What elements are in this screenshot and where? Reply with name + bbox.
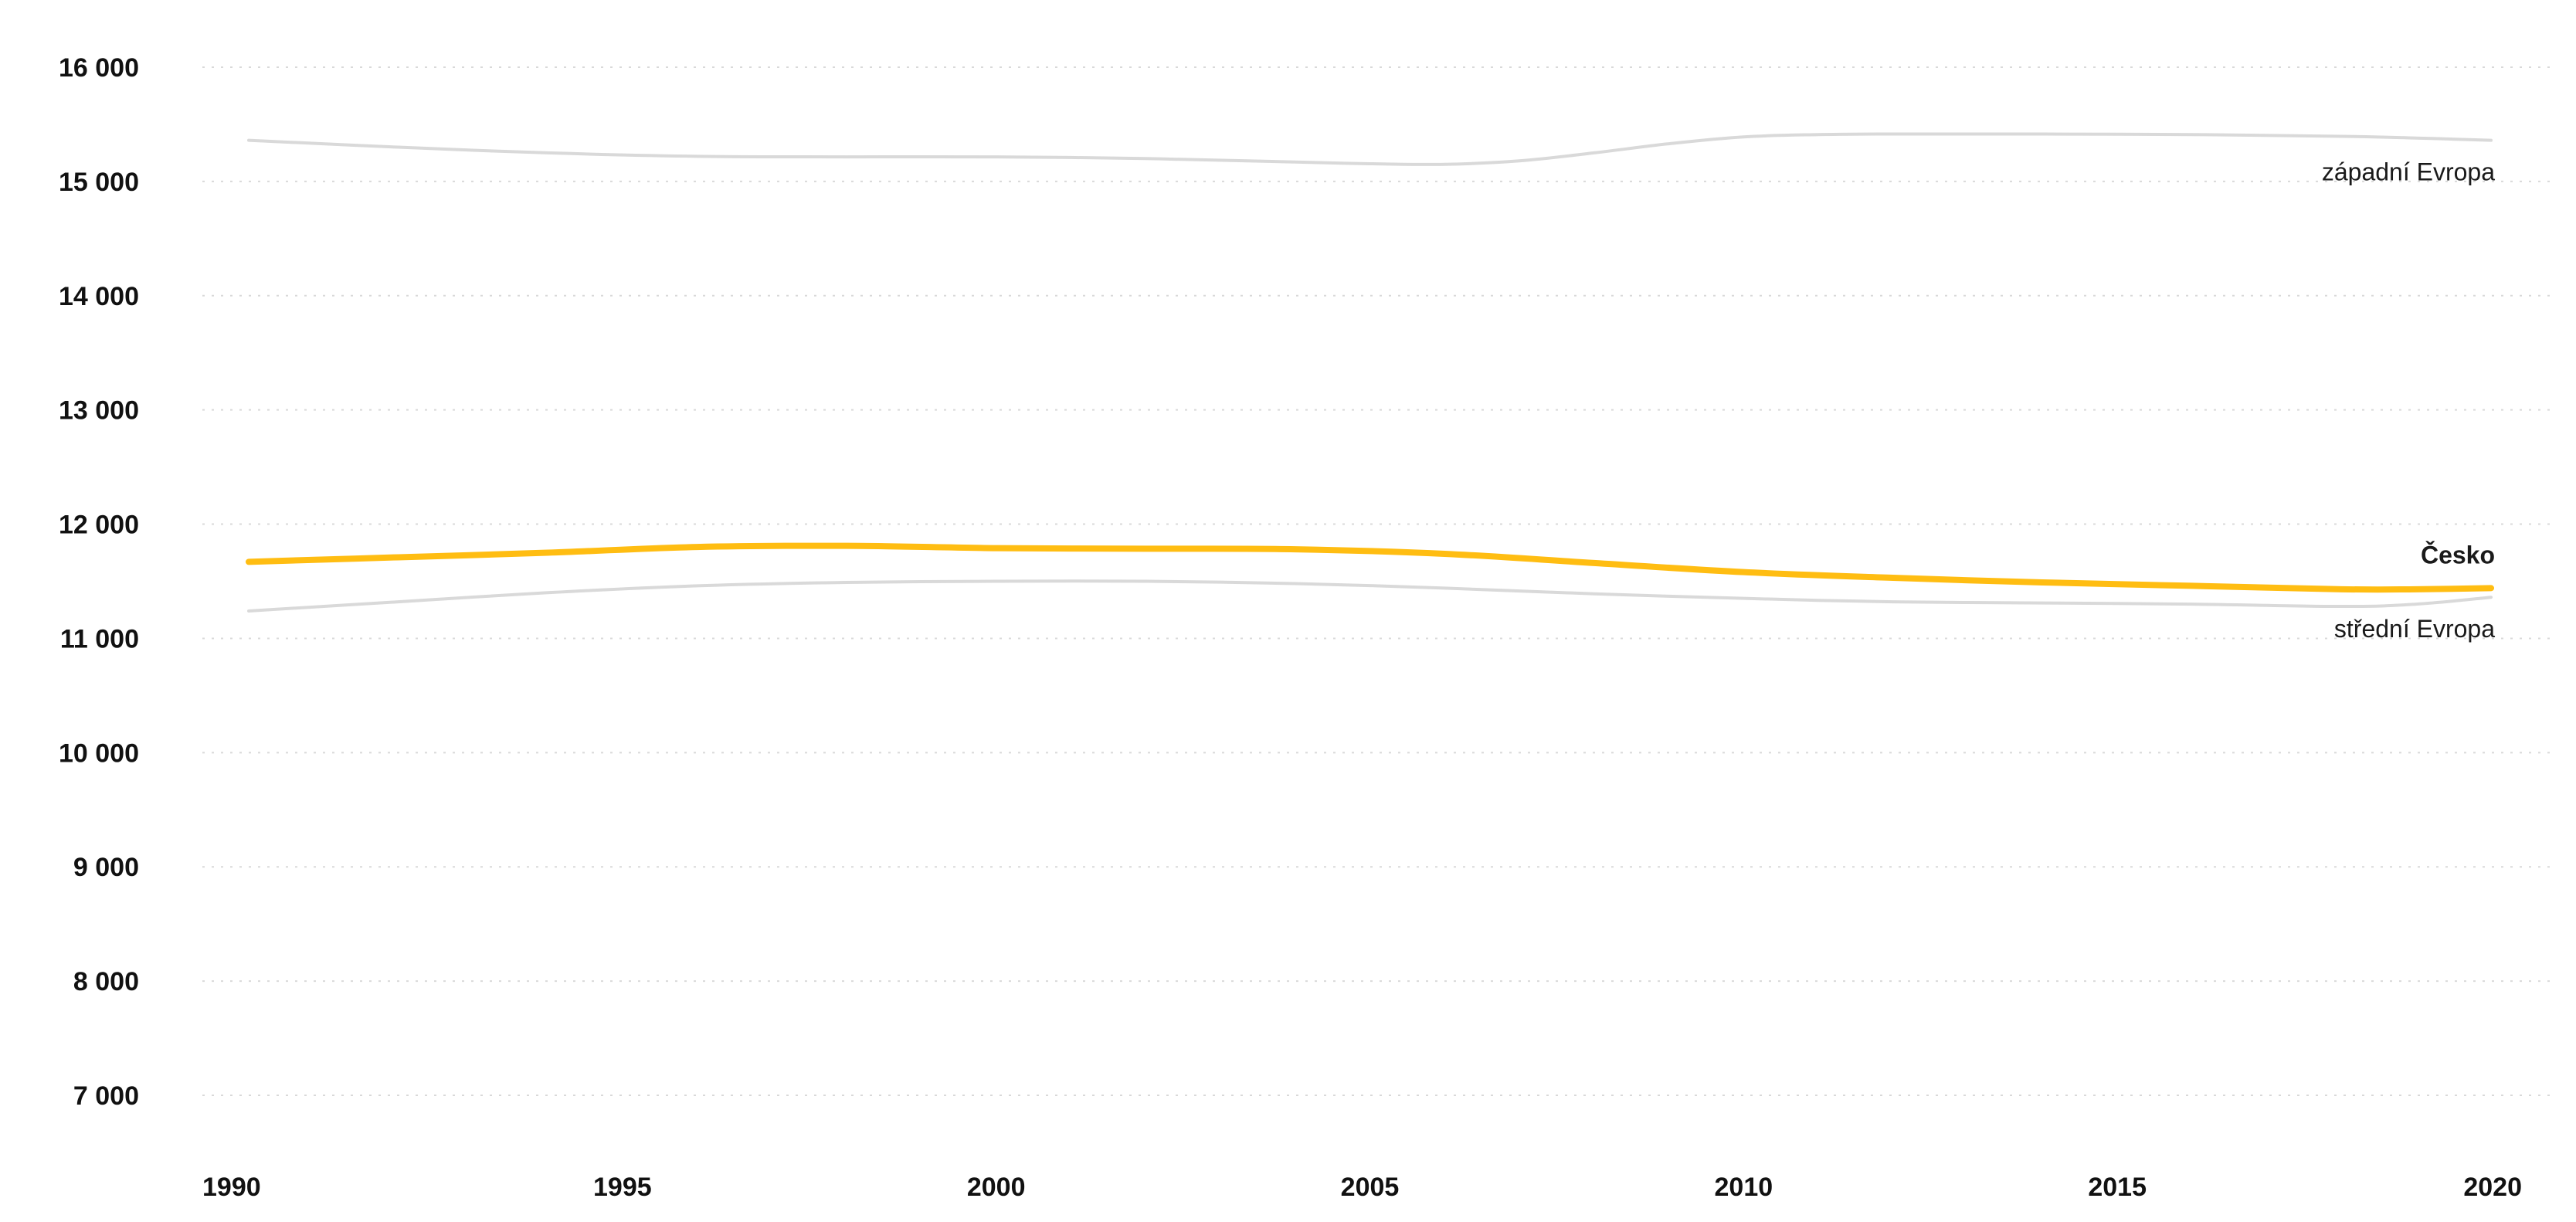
x-tick-label: 2005	[1341, 1173, 1400, 1202]
y-tick-label: 12 000	[59, 511, 139, 540]
y-tick-label: 7 000	[73, 1081, 139, 1111]
y-tick-label: 16 000	[59, 53, 139, 83]
series-line-0	[247, 132, 2493, 166]
x-tick-label: 2010	[1715, 1173, 1773, 1202]
x-tick-label: 2015	[2088, 1173, 2147, 1202]
series-line-1	[246, 542, 2494, 593]
series-labels: západní Evropa Česko střední Evropa	[2322, 158, 2495, 643]
y-axis: 7 000 8 000 9 000 10 000 11 000 12 000 13 000 1…	[59, 53, 139, 1111]
series-line-2	[247, 579, 2493, 613]
y-tick-label: 10 000	[59, 738, 139, 768]
series-label-0: západní Evropa	[2322, 158, 2495, 186]
y-tick-label: 8 000	[73, 967, 139, 996]
x-tick-label: 1990	[202, 1173, 261, 1202]
y-tick-label: 11 000	[60, 624, 139, 653]
series-label-1: Česko	[2421, 541, 2495, 569]
y-tick-label: 15 000	[59, 168, 139, 197]
x-tick-label: 2020	[2463, 1173, 2522, 1202]
y-tick-label: 13 000	[59, 396, 139, 426]
x-tick-label: 2000	[967, 1173, 1026, 1202]
series-lines	[246, 132, 2494, 613]
series-label-2: střední Evropa	[2334, 615, 2495, 643]
y-tick-label: 14 000	[59, 282, 139, 311]
x-tick-label: 1995	[593, 1173, 652, 1202]
gridlines	[202, 66, 2551, 1096]
y-tick-label: 9 000	[73, 853, 139, 882]
x-axis: 1990 1995 2000 2005 2010 2015 2020	[202, 1173, 2522, 1202]
